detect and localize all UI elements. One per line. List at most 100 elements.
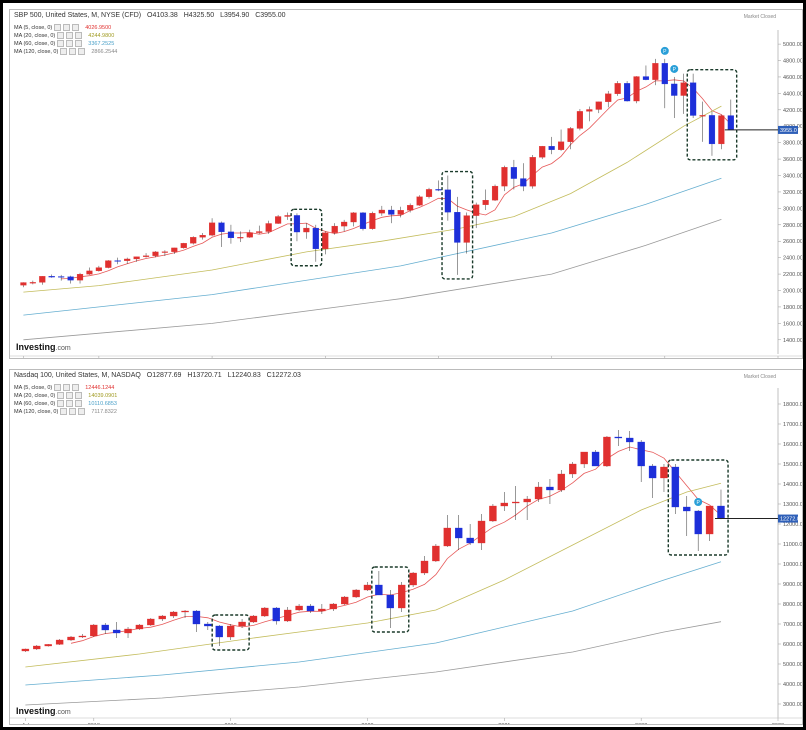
candle-up [169, 611, 178, 617]
candle-up [397, 210, 404, 215]
ma-legend-row[interactable]: MA (60, close, 0) 3367.2525 [14, 40, 115, 47]
ohlc-close: C3955.00 [255, 12, 286, 19]
candle-up [350, 212, 357, 223]
candle-down [614, 436, 623, 439]
candle-up [161, 251, 168, 253]
price-tick-label: 8000.00 [783, 602, 802, 608]
price-tick-label: 17000.00 [783, 422, 802, 428]
price-tick-label: 3600.00 [783, 157, 802, 163]
candle-down [626, 437, 634, 443]
chart-header: SBP 500, United States, M, NYSE (CFD) O4… [14, 12, 290, 19]
candle-up [473, 204, 480, 216]
price-tick-label: 10000.00 [783, 562, 802, 568]
candle-down [272, 607, 280, 622]
highlight-box [371, 566, 410, 633]
price-tick-label: 16000.00 [783, 442, 802, 448]
price-tick-label: 12000.00 [783, 522, 802, 528]
ohlc-open: O12877.69 [146, 372, 182, 379]
candle-up [135, 624, 144, 630]
candle-down [648, 465, 657, 479]
candle-up [55, 639, 64, 645]
candle-up [29, 282, 36, 284]
price-tick-label: 4200.00 [783, 108, 802, 114]
candle-up [398, 584, 406, 609]
candle-up [265, 223, 272, 232]
candle-up [416, 196, 423, 206]
candle-up [369, 212, 376, 229]
candle-down [520, 178, 527, 187]
candle-up [352, 589, 360, 598]
ma60-line [25, 561, 722, 686]
candle-up [171, 247, 178, 252]
ma-legend-row[interactable]: MA (120, close, 0) 2866.2544 [14, 48, 118, 55]
ma-legend-row[interactable]: MA (20, close, 0) 4244.9800 [14, 32, 115, 39]
candle-up [199, 234, 206, 238]
ma-legend-row[interactable]: MA (5, close, 0) 4026.9500 [14, 24, 112, 31]
candle-up [463, 215, 470, 243]
candle-up [603, 436, 611, 467]
candle-up [246, 232, 253, 238]
candle-up [329, 603, 337, 610]
candle-up [652, 63, 659, 80]
candle-down [694, 510, 702, 535]
time-tick-label: 2020 [361, 723, 373, 724]
candle-up [539, 146, 546, 158]
candle-up [33, 645, 41, 650]
nasdaq100-chart-panel[interactable]: Nasdaq 100, United States, M, NASDAQ O12… [9, 369, 803, 725]
price-tick-label: 15000.00 [783, 462, 802, 468]
candle-up [595, 101, 602, 110]
candle-down [444, 189, 451, 213]
candle-up [190, 237, 197, 244]
candle-up [482, 200, 489, 205]
candle-down [388, 209, 395, 215]
price-tick-label: 4000.00 [783, 682, 802, 688]
price-tick-label: 18000.00 [783, 402, 802, 408]
time-tick-label: 2022 [635, 723, 647, 724]
candle-up [534, 486, 543, 500]
candle-up [303, 227, 310, 233]
price-tick-label: 14000.00 [783, 482, 802, 488]
ma60-line [23, 177, 722, 316]
candle-up [477, 520, 486, 544]
candle-up [443, 527, 451, 547]
ma-legend-row[interactable]: MA (120, close, 0) 7117.8322 [14, 408, 117, 415]
price-tick-label: 5000.00 [783, 662, 802, 668]
nasdaq100-candlestick-svg[interactable]: 3000.00 4000.00 5000.00 6000.00 7000.00 8000.… [10, 370, 802, 724]
candle-up [147, 618, 155, 626]
candle-down [683, 506, 691, 512]
ma-legend-row[interactable]: MA (60, close, 0) 10110.6853 [14, 400, 117, 407]
ma5-line [61, 79, 732, 280]
price-tick-label: 6000.00 [783, 642, 802, 648]
candle-up [432, 545, 440, 562]
ma-legend-row[interactable]: MA (20, close, 0) 14039.0901 [14, 392, 118, 399]
candle-up [21, 648, 30, 652]
candle-up [633, 76, 640, 102]
candle-up [331, 225, 338, 233]
ma-legend-row[interactable]: MA (5, close, 0) 12446.1244 [14, 384, 115, 391]
chart-header: Nasdaq 100, United States, M, NASDAQ O12… [14, 372, 305, 379]
candle-up [322, 232, 329, 250]
price-tick-label: 4400.00 [783, 91, 802, 97]
candle-down [48, 276, 55, 278]
candle-up [158, 615, 166, 620]
candle-up [557, 141, 565, 150]
candle-down [227, 231, 235, 239]
candle-down [359, 212, 367, 229]
candle-down [218, 222, 225, 233]
ma5-line [70, 446, 722, 644]
candle-up [86, 270, 93, 275]
candle-up [209, 222, 216, 236]
candle-up [407, 205, 414, 211]
candle-up [614, 83, 621, 94]
price-tick-label: 2600.00 [783, 239, 802, 245]
ma20-line [25, 621, 722, 706]
time-tick-label: 2023 [772, 723, 784, 724]
time-tick-label: 2019 [225, 723, 237, 724]
candle-up [341, 596, 349, 605]
sp500-chart-panel[interactable]: SBP 500, United States, M, NYSE (CFD) O4… [9, 9, 803, 359]
candle-down [717, 505, 725, 519]
sp500-candlestick-svg[interactable]: 1400.00 1600.00 1800.00 2000.00 2200.00 2400.… [10, 10, 802, 358]
candle-up [705, 505, 714, 535]
highlight-box [211, 614, 250, 651]
candle-down [215, 625, 223, 638]
